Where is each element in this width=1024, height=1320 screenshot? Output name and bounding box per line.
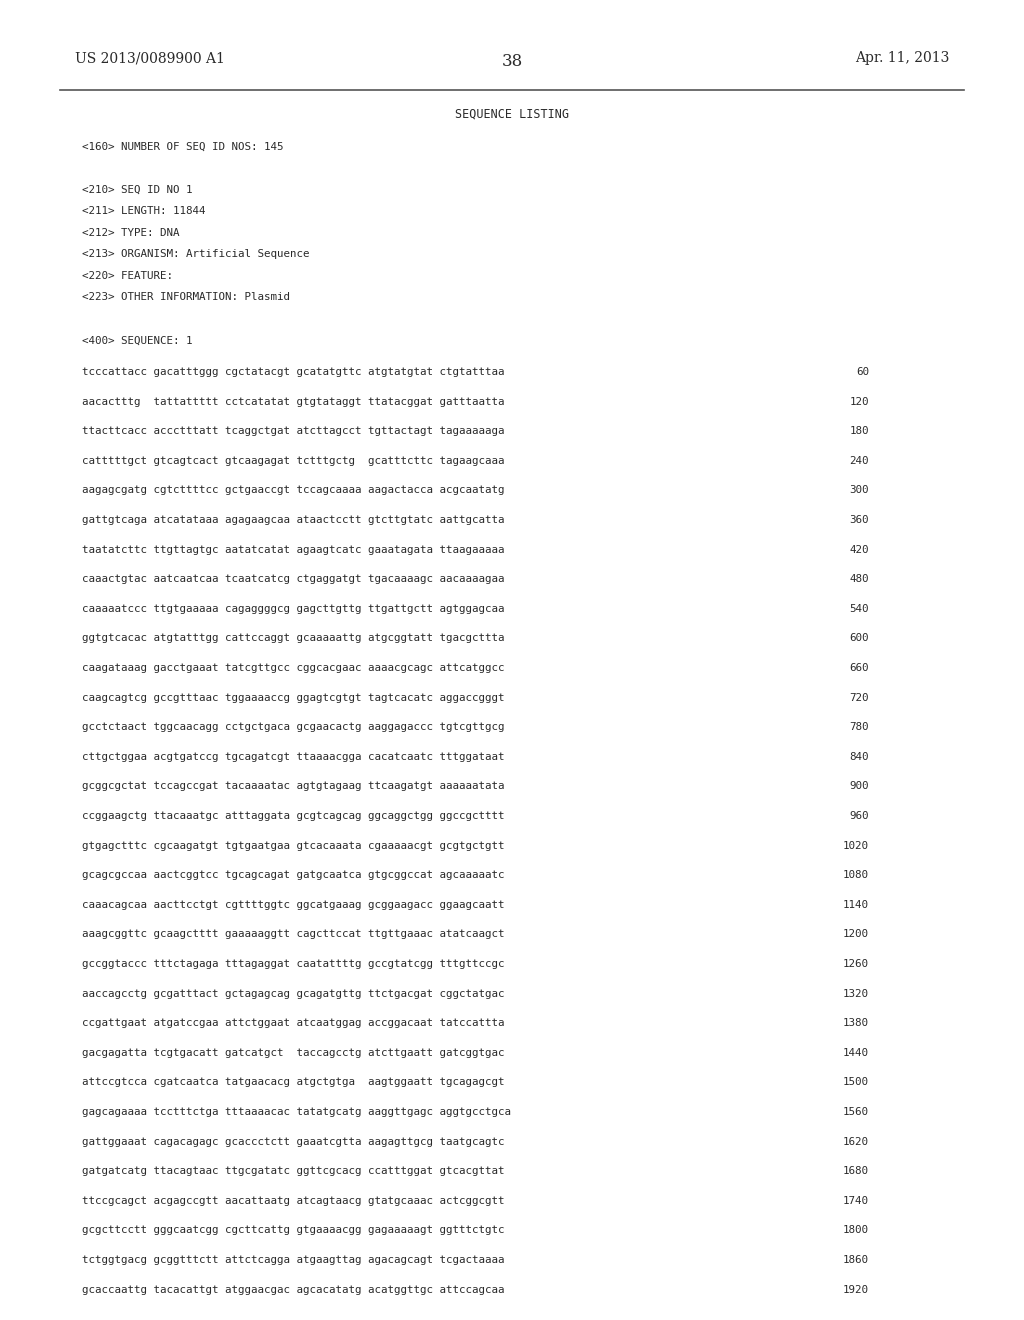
Text: catttttgct gtcagtcact gtcaagagat tctttgctg  gcatttcttc tagaagcaaa: catttttgct gtcagtcact gtcaagagat tctttgc… [82, 455, 505, 466]
Text: caagataaag gacctgaaat tatcgttgcc cggcacgaac aaaacgcagc attcatggcc: caagataaag gacctgaaat tatcgttgcc cggcacg… [82, 663, 505, 673]
Text: cttgctggaa acgtgatccg tgcagatcgt ttaaaacgga cacatcaatc tttggataat: cttgctggaa acgtgatccg tgcagatcgt ttaaaac… [82, 752, 505, 762]
Text: <223> OTHER INFORMATION: Plasmid: <223> OTHER INFORMATION: Plasmid [82, 293, 290, 302]
Text: <160> NUMBER OF SEQ ID NOS: 145: <160> NUMBER OF SEQ ID NOS: 145 [82, 143, 284, 152]
Text: tctggtgacg gcggtttctt attctcagga atgaagttag agacagcagt tcgactaaaa: tctggtgacg gcggtttctt attctcagga atgaagt… [82, 1255, 505, 1265]
Text: ccggaagctg ttacaaatgc atttaggata gcgtcagcag ggcaggctgg ggccgctttt: ccggaagctg ttacaaatgc atttaggata gcgtcag… [82, 810, 505, 821]
Text: 300: 300 [850, 486, 869, 495]
Text: gcctctaact tggcaacagg cctgctgaca gcgaacactg aaggagaccc tgtcgttgcg: gcctctaact tggcaacagg cctgctgaca gcgaaca… [82, 722, 505, 733]
Text: Apr. 11, 2013: Apr. 11, 2013 [855, 51, 949, 65]
Text: 1440: 1440 [843, 1048, 869, 1057]
Text: 1200: 1200 [843, 929, 869, 940]
Text: 600: 600 [850, 634, 869, 643]
Text: 780: 780 [850, 722, 869, 733]
Text: aacactttg  tattattttt cctcatatat gtgtataggt ttatacggat gatttaatta: aacactttg tattattttt cctcatatat gtgtatag… [82, 396, 505, 407]
Text: <400> SEQUENCE: 1: <400> SEQUENCE: 1 [82, 335, 193, 346]
Text: <220> FEATURE:: <220> FEATURE: [82, 271, 173, 281]
Text: 1380: 1380 [843, 1018, 869, 1028]
Text: caaactgtac aatcaatcaa tcaatcatcg ctgaggatgt tgacaaaagc aacaaaagaa: caaactgtac aatcaatcaa tcaatcatcg ctgagga… [82, 574, 505, 585]
Text: 1020: 1020 [843, 841, 869, 850]
Text: gacgagatta tcgtgacatt gatcatgct  taccagcctg atcttgaatt gatcggtgac: gacgagatta tcgtgacatt gatcatgct taccagcc… [82, 1048, 505, 1057]
Text: ggtgtcacac atgtatttgg cattccaggt gcaaaaattg atgcggtatt tgacgcttta: ggtgtcacac atgtatttgg cattccaggt gcaaaaa… [82, 634, 505, 643]
Text: 480: 480 [850, 574, 869, 585]
Text: 1740: 1740 [843, 1196, 869, 1205]
Text: 1560: 1560 [843, 1107, 869, 1117]
Text: 840: 840 [850, 752, 869, 762]
Text: SEQUENCE LISTING: SEQUENCE LISTING [455, 108, 569, 121]
Text: aagagcgatg cgtcttttcc gctgaaccgt tccagcaaaa aagactacca acgcaatatg: aagagcgatg cgtcttttcc gctgaaccgt tccagca… [82, 486, 505, 495]
Text: gcagcgccaa aactcggtcc tgcagcagat gatgcaatca gtgcggccat agcaaaaatc: gcagcgccaa aactcggtcc tgcagcagat gatgcaa… [82, 870, 505, 880]
Text: 960: 960 [850, 810, 869, 821]
Text: 360: 360 [850, 515, 869, 525]
Text: <212> TYPE: DNA: <212> TYPE: DNA [82, 228, 179, 238]
Text: gtgagctttc cgcaagatgt tgtgaatgaa gtcacaaata cgaaaaacgt gcgtgctgtt: gtgagctttc cgcaagatgt tgtgaatgaa gtcacaa… [82, 841, 505, 850]
Text: gcaccaattg tacacattgt atggaacgac agcacatatg acatggttgc attccagcaa: gcaccaattg tacacattgt atggaacgac agcacat… [82, 1284, 505, 1295]
Text: taatatcttc ttgttagtgc aatatcatat agaagtcatc gaaatagata ttaagaaaaa: taatatcttc ttgttagtgc aatatcatat agaagtc… [82, 545, 505, 554]
Text: aaagcggttc gcaagctttt gaaaaaggtt cagcttccat ttgttgaaac atatcaagct: aaagcggttc gcaagctttt gaaaaaggtt cagcttc… [82, 929, 505, 940]
Text: 1920: 1920 [843, 1284, 869, 1295]
Text: 1680: 1680 [843, 1166, 869, 1176]
Text: 900: 900 [850, 781, 869, 792]
Text: 1320: 1320 [843, 989, 869, 999]
Text: attccgtcca cgatcaatca tatgaacacg atgctgtga  aagtggaatt tgcagagcgt: attccgtcca cgatcaatca tatgaacacg atgctgt… [82, 1077, 505, 1088]
Text: 420: 420 [850, 545, 869, 554]
Text: 60: 60 [856, 367, 869, 378]
Text: aaccagcctg gcgatttact gctagagcag gcagatgttg ttctgacgat cggctatgac: aaccagcctg gcgatttact gctagagcag gcagatg… [82, 989, 505, 999]
Text: gattggaaat cagacagagc gcaccctctt gaaatcgtta aagagttgcg taatgcagtc: gattggaaat cagacagagc gcaccctctt gaaatcg… [82, 1137, 505, 1147]
Text: 1860: 1860 [843, 1255, 869, 1265]
Text: 1080: 1080 [843, 870, 869, 880]
Text: tcccattacc gacatttggg cgctatacgt gcatatgttc atgtatgtat ctgtatttaa: tcccattacc gacatttggg cgctatacgt gcatatg… [82, 367, 505, 378]
Text: 660: 660 [850, 663, 869, 673]
Text: ccgattgaat atgatccgaa attctggaat atcaatggag accggacaat tatccattta: ccgattgaat atgatccgaa attctggaat atcaatg… [82, 1018, 505, 1028]
Text: gatgatcatg ttacagtaac ttgcgatatc ggttcgcacg ccatttggat gtcacgttat: gatgatcatg ttacagtaac ttgcgatatc ggttcgc… [82, 1166, 505, 1176]
Text: ttccgcagct acgagccgtt aacattaatg atcagtaacg gtatgcaaac actcggcgtt: ttccgcagct acgagccgtt aacattaatg atcagta… [82, 1196, 505, 1205]
Text: 1260: 1260 [843, 960, 869, 969]
Text: caaacagcaa aacttcctgt cgttttggtc ggcatgaaag gcggaagacc ggaagcaatt: caaacagcaa aacttcctgt cgttttggtc ggcatga… [82, 900, 505, 909]
Text: gattgtcaga atcatataaa agagaagcaa ataactcctt gtcttgtatc aattgcatta: gattgtcaga atcatataaa agagaagcaa ataactc… [82, 515, 505, 525]
Text: US 2013/0089900 A1: US 2013/0089900 A1 [75, 51, 225, 65]
Text: 1140: 1140 [843, 900, 869, 909]
Text: 1620: 1620 [843, 1137, 869, 1147]
Text: 1800: 1800 [843, 1225, 869, 1236]
Text: gagcagaaaa tcctttctga tttaaaacac tatatgcatg aaggttgagc aggtgcctgca: gagcagaaaa tcctttctga tttaaaacac tatatgc… [82, 1107, 511, 1117]
Text: 240: 240 [850, 455, 869, 466]
Text: <211> LENGTH: 11844: <211> LENGTH: 11844 [82, 206, 206, 216]
Text: 38: 38 [502, 53, 522, 70]
Text: 540: 540 [850, 603, 869, 614]
Text: gcggcgctat tccagccgat tacaaaatac agtgtagaag ttcaagatgt aaaaaatata: gcggcgctat tccagccgat tacaaaatac agtgtag… [82, 781, 505, 792]
Text: gccggtaccc tttctagaga tttagaggat caatattttg gccgtatcgg tttgttccgc: gccggtaccc tttctagaga tttagaggat caatatt… [82, 960, 505, 969]
Text: 1500: 1500 [843, 1077, 869, 1088]
Text: 720: 720 [850, 693, 869, 702]
Text: 180: 180 [850, 426, 869, 436]
Text: <213> ORGANISM: Artificial Sequence: <213> ORGANISM: Artificial Sequence [82, 249, 309, 260]
Text: caaaaatccc ttgtgaaaaa cagaggggcg gagcttgttg ttgattgctt agtggagcaa: caaaaatccc ttgtgaaaaa cagaggggcg gagcttg… [82, 603, 505, 614]
Text: caagcagtcg gccgtttaac tggaaaaccg ggagtcgtgt tagtcacatc aggaccgggt: caagcagtcg gccgtttaac tggaaaaccg ggagtcg… [82, 693, 505, 702]
Text: 120: 120 [850, 396, 869, 407]
Text: gcgcttcctt gggcaatcgg cgcttcattg gtgaaaacgg gagaaaaagt ggtttctgtc: gcgcttcctt gggcaatcgg cgcttcattg gtgaaaa… [82, 1225, 505, 1236]
Text: ttacttcacc accctttatt tcaggctgat atcttagcct tgttactagt tagaaaaaga: ttacttcacc accctttatt tcaggctgat atcttag… [82, 426, 505, 436]
Text: <210> SEQ ID NO 1: <210> SEQ ID NO 1 [82, 185, 193, 195]
